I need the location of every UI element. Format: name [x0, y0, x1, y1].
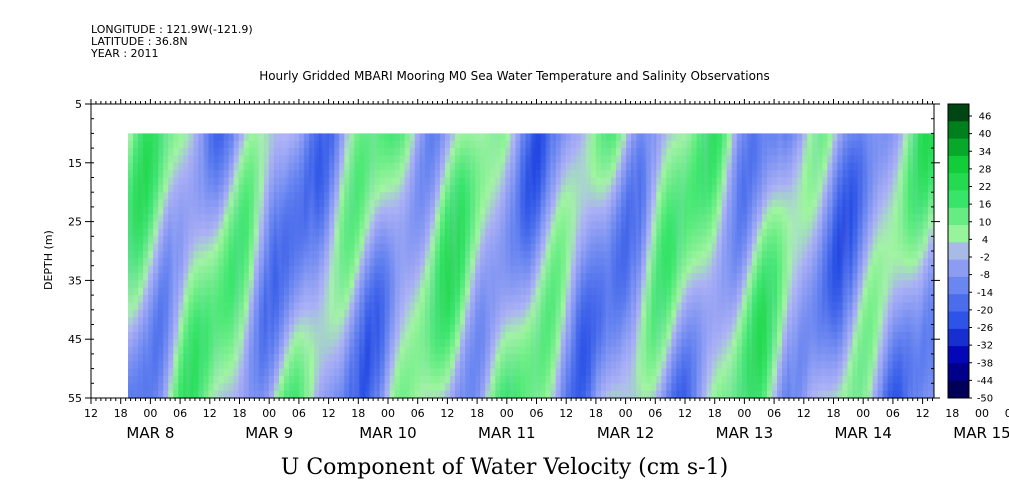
- longitude-label: LONGITUDE : 121.9W(-121.9): [91, 23, 253, 36]
- chart-title: Hourly Gridded MBARI Mooring M0 Sea Wate…: [259, 69, 770, 83]
- heatmap-field: [128, 133, 934, 399]
- year-label: YEAR : 2011: [91, 47, 159, 60]
- location-header: LONGITUDE : 121.9W(-121.9) LATITUDE : 36…: [91, 24, 253, 60]
- latitude-label: LATITUDE : 36.8N: [91, 35, 188, 48]
